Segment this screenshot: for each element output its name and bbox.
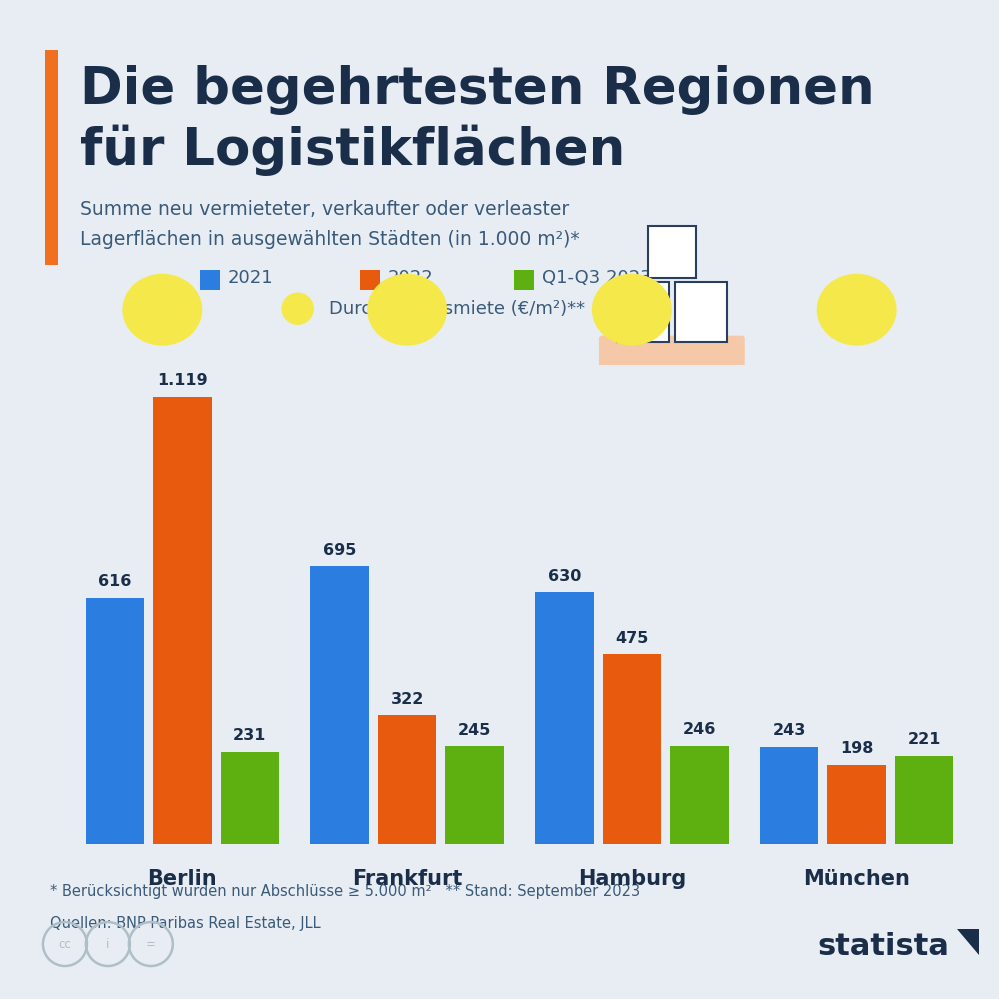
- Text: 198: 198: [840, 741, 873, 756]
- Bar: [602, 654, 661, 844]
- Ellipse shape: [282, 293, 314, 325]
- Text: für Logistikflächen: für Logistikflächen: [80, 125, 625, 177]
- Bar: [827, 765, 886, 844]
- Text: 475: 475: [615, 630, 648, 645]
- Text: 695: 695: [323, 542, 357, 557]
- Text: Die begehrtesten Regionen: Die begehrtesten Regionen: [80, 65, 874, 115]
- Text: i: i: [106, 937, 110, 951]
- FancyBboxPatch shape: [599, 336, 745, 372]
- Bar: [45, 50, 58, 265]
- Text: 616: 616: [98, 574, 132, 589]
- Text: 2021: 2021: [228, 269, 274, 287]
- Bar: [221, 752, 279, 844]
- Bar: [311, 566, 369, 844]
- Text: 231: 231: [233, 728, 267, 743]
- Bar: [378, 715, 437, 844]
- Text: München: München: [803, 869, 910, 889]
- Text: 630: 630: [547, 568, 581, 583]
- Bar: [200, 270, 220, 290]
- Bar: [760, 747, 818, 844]
- Text: 245: 245: [458, 722, 492, 737]
- Text: 243: 243: [772, 723, 806, 738]
- Bar: [446, 746, 503, 844]
- Polygon shape: [957, 929, 979, 955]
- Text: Berlin: Berlin: [148, 869, 217, 889]
- Bar: [675, 282, 727, 342]
- Text: 6,25: 6,25: [607, 300, 656, 320]
- Bar: [153, 397, 212, 844]
- Text: =: =: [146, 937, 156, 951]
- Text: Q1-Q3 2023: Q1-Q3 2023: [542, 269, 652, 287]
- Text: Lagerflächen in ausgewählten Städten (in 1.000 m²)*: Lagerflächen in ausgewählten Städten (in…: [80, 230, 579, 249]
- Text: Quellen: BNP Paribas Real Estate, JLL: Quellen: BNP Paribas Real Estate, JLL: [50, 916, 321, 931]
- Bar: [535, 592, 593, 844]
- Text: Summe neu vermieteter, verkaufter oder verleaster: Summe neu vermieteter, verkaufter oder v…: [80, 200, 569, 219]
- Bar: [617, 282, 669, 342]
- Text: 322: 322: [391, 692, 424, 707]
- Text: 6,70: 6,70: [139, 300, 186, 320]
- Bar: [514, 270, 534, 290]
- Text: 2022: 2022: [388, 269, 434, 287]
- Text: * Berücksichtigt wurden nur Abschlüsse ≥ 5.000 m²   ** Stand: September 2023: * Berücksichtigt wurden nur Abschlüsse ≥…: [50, 884, 640, 899]
- Bar: [86, 598, 144, 844]
- Bar: [648, 226, 696, 278]
- Text: 6,50: 6,50: [383, 300, 432, 320]
- Bar: [670, 746, 728, 844]
- Text: 8,50: 8,50: [832, 300, 881, 320]
- Text: 221: 221: [907, 732, 941, 747]
- Text: Frankfurt: Frankfurt: [352, 869, 463, 889]
- Bar: [360, 270, 380, 290]
- Text: Hamburg: Hamburg: [577, 869, 686, 889]
- Text: 1.119: 1.119: [157, 374, 208, 389]
- Text: 246: 246: [682, 722, 716, 737]
- Text: statista: statista: [817, 932, 949, 961]
- Bar: [895, 756, 953, 844]
- Text: Durchschnittsmiete (€/m²)**: Durchschnittsmiete (€/m²)**: [330, 300, 585, 318]
- Text: cc: cc: [59, 937, 71, 951]
